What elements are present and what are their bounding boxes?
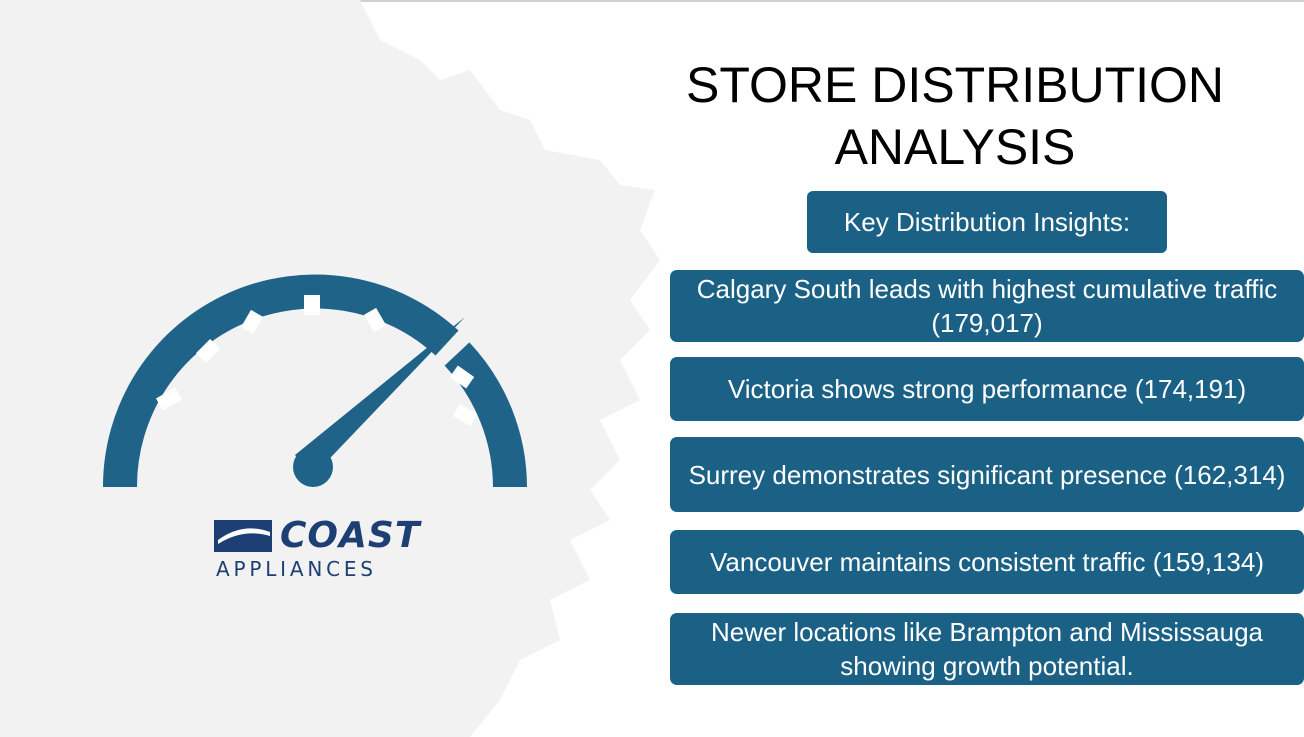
coast-appliances-logo: COAST APPLIANCES bbox=[214, 515, 424, 582]
insight-box: Calgary South leads with highest cumulat… bbox=[670, 270, 1304, 342]
insights-header: Key Distribution Insights: bbox=[807, 191, 1167, 253]
insight-box: Vancouver maintains consistent traffic (… bbox=[670, 530, 1304, 594]
insight-box: Surrey demonstrates significant presence… bbox=[670, 437, 1304, 512]
insight-box: Victoria shows strong performance (174,1… bbox=[670, 357, 1304, 421]
speedometer-icon bbox=[102, 274, 527, 488]
insight-box: Newer locations like Brampton and Missis… bbox=[670, 613, 1304, 685]
slide-top-border bbox=[0, 0, 1304, 2]
brush-texture-background bbox=[0, 0, 660, 737]
logo-subtitle: APPLIANCES bbox=[216, 557, 377, 581]
coast-logo-mark-icon bbox=[214, 520, 272, 552]
title-line-2: ANALYSIS bbox=[834, 119, 1076, 175]
title-line-1: STORE DISTRIBUTION bbox=[685, 57, 1224, 113]
logo-name: COAST bbox=[280, 515, 421, 556]
slide-title: STORE DISTRIBUTION ANALYSIS bbox=[660, 54, 1250, 178]
